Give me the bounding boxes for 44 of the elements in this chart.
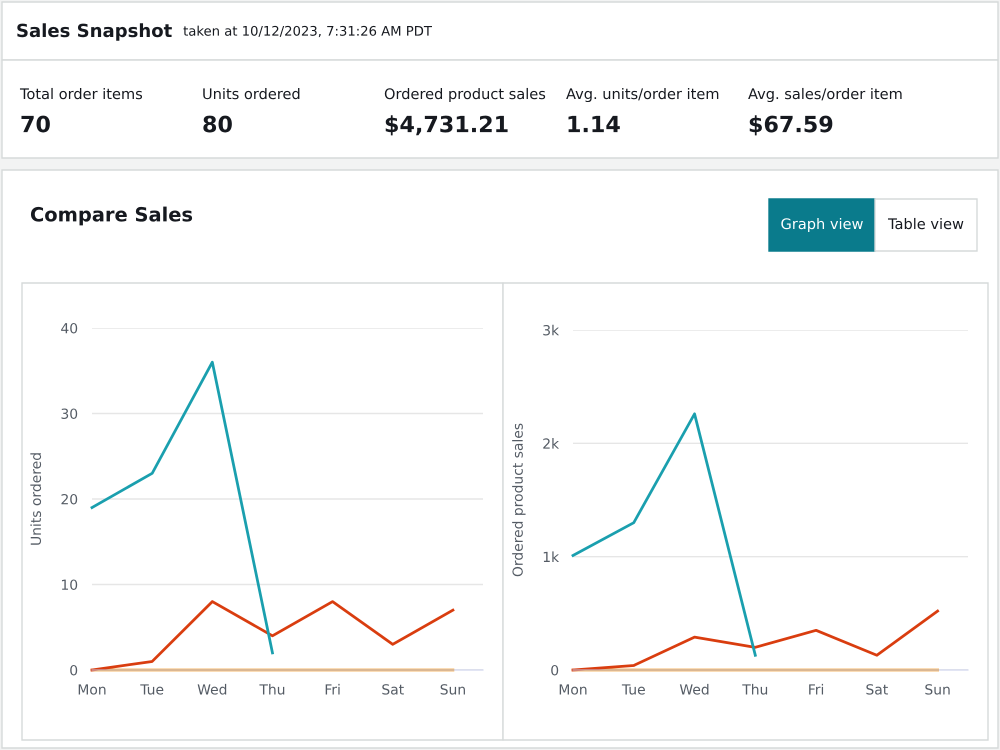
- y-tick-label: 30: [61, 408, 78, 419]
- y-tick-label: 10: [62, 579, 78, 590]
- text: Table view: [888, 218, 964, 230]
- x-tick-label: Thu: [742, 684, 768, 695]
- x-tick-label: Mon: [78, 684, 106, 695]
- y-tick-label: 2k: [543, 438, 560, 449]
- y-tick-label: 0: [551, 664, 558, 676]
- x-tick-label: Wed: [198, 684, 226, 695]
- y-tick-label: 20: [61, 494, 78, 504]
- text: $4,731.21: [386, 115, 508, 136]
- text: $67.59: [750, 115, 832, 136]
- x-tick-label: Fri: [326, 684, 340, 694]
- x-tick-label: Thu: [259, 684, 284, 695]
- x-tick-label: Sat: [382, 684, 404, 695]
- text: Avg. sales/order item: [748, 88, 902, 102]
- text: Compare Sales: [30, 206, 192, 226]
- y-tick-label: 1k: [544, 551, 560, 562]
- text: Ordered product sales: [384, 88, 546, 102]
- y-tick-label: 3k: [543, 324, 560, 336]
- text: Sales Snapshot: [17, 23, 172, 41]
- y-tick-label: 40: [61, 322, 78, 334]
- y-tick-label: 0: [70, 664, 78, 676]
- x-tick-label: Sun: [440, 684, 465, 695]
- y-axis-title: Units ordered: [30, 453, 42, 545]
- text: 70: [21, 116, 50, 132]
- text: taken at 10/12/2023, 7:31:26 AM PDT: [183, 26, 432, 38]
- text: Graph view: [781, 218, 863, 232]
- text: 80: [203, 116, 232, 132]
- x-tick-label: Tue: [140, 684, 164, 695]
- x-tick-label: Wed: [680, 684, 708, 695]
- x-tick-label: Sun: [925, 684, 950, 695]
- line-series: [90, 360, 274, 654]
- text: 1.14: [568, 116, 620, 132]
- x-tick-label: Mon: [560, 684, 586, 695]
- x-tick-label: Tue: [622, 684, 645, 695]
- x-tick-label: Fri: [809, 684, 824, 694]
- line-series: [90, 600, 454, 672]
- x-tick-label: Sat: [866, 684, 888, 695]
- y-axis-title: Ordered product sales: [512, 424, 526, 576]
- text: Avg. units/order item: [566, 88, 718, 102]
- text: Total order items: [20, 88, 142, 100]
- line-series: [572, 412, 757, 657]
- text: Units ordered: [203, 88, 300, 100]
- line-series: [572, 610, 940, 672]
